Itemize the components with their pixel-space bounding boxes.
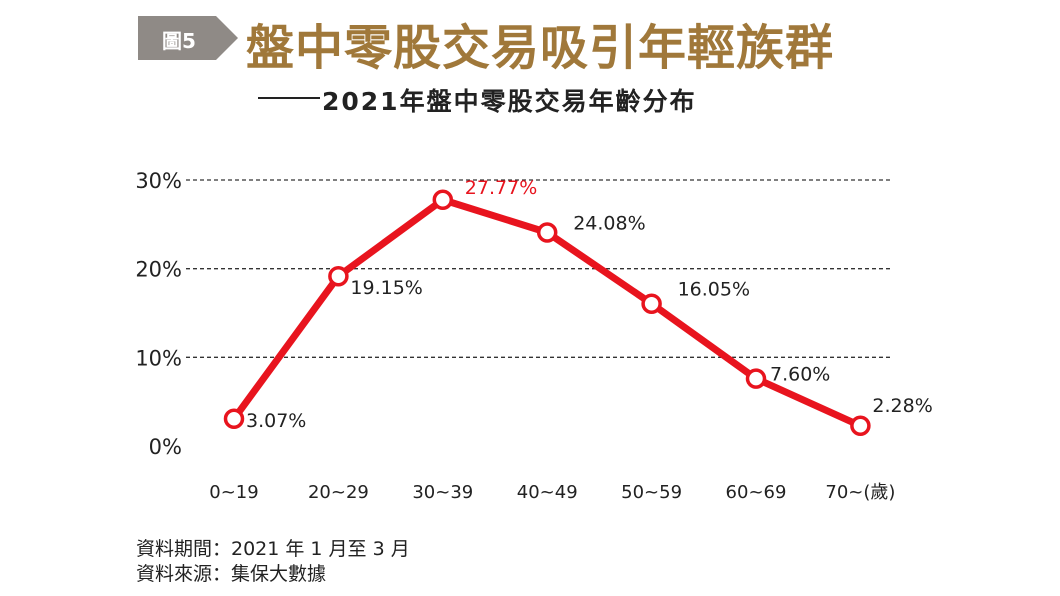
data-point bbox=[328, 265, 349, 287]
x-tick-label: 0~19 bbox=[209, 482, 258, 503]
data-point bbox=[641, 293, 662, 314]
figure-label: 圖5 bbox=[162, 29, 196, 53]
x-tick-label: 60~69 bbox=[726, 482, 787, 503]
data-source-note: 資料來源：集保大數據 bbox=[136, 563, 327, 585]
data-point bbox=[745, 368, 767, 389]
data-labels: 3.07% 19.15% 27.77% 24.08% 16.05% 7.60% 2.28% bbox=[246, 177, 933, 432]
x-tick-label: 20~29 bbox=[308, 482, 369, 503]
x-tick-label: 50~59 bbox=[621, 482, 682, 503]
data-label: 19.15% bbox=[350, 277, 422, 299]
data-label: 2.28% bbox=[872, 395, 932, 417]
data-point bbox=[536, 222, 558, 243]
data-points bbox=[223, 189, 871, 437]
data-point bbox=[432, 189, 454, 211]
x-tick-label: 40~49 bbox=[517, 482, 578, 503]
x-tick-label: 30~39 bbox=[412, 482, 473, 503]
y-tick-label: 30% bbox=[135, 169, 182, 193]
data-label: 3.07% bbox=[246, 410, 306, 432]
grid-lines bbox=[186, 179, 890, 358]
data-label: 16.05% bbox=[678, 279, 750, 301]
data-label: 24.08% bbox=[573, 212, 645, 234]
subtitle-dash bbox=[258, 97, 320, 99]
data-point bbox=[850, 415, 871, 437]
data-label: 27.77% bbox=[465, 177, 537, 199]
data-point bbox=[223, 408, 245, 430]
y-tick-labels: 0% 10% 20% 30% bbox=[135, 169, 182, 459]
data-period-note: 資料期間：2021 年 1 月至 3 月 bbox=[136, 538, 410, 560]
y-tick-label: 20% bbox=[135, 258, 182, 282]
y-tick-label: 0% bbox=[149, 435, 182, 459]
data-label: 7.60% bbox=[770, 364, 830, 386]
chart-subtitle: 2021年盤中零股交易年齡分布 bbox=[322, 87, 697, 116]
x-tick-label: 70~(歲) bbox=[825, 482, 895, 503]
x-tick-labels: 0~19 20~29 30~39 40~49 50~59 60~69 70~(歲) bbox=[209, 482, 895, 503]
chart-title: 盤中零股交易吸引年輕族群 bbox=[246, 20, 835, 76]
figure-badge: 圖5 bbox=[138, 16, 238, 60]
y-tick-label: 10% bbox=[135, 346, 182, 370]
